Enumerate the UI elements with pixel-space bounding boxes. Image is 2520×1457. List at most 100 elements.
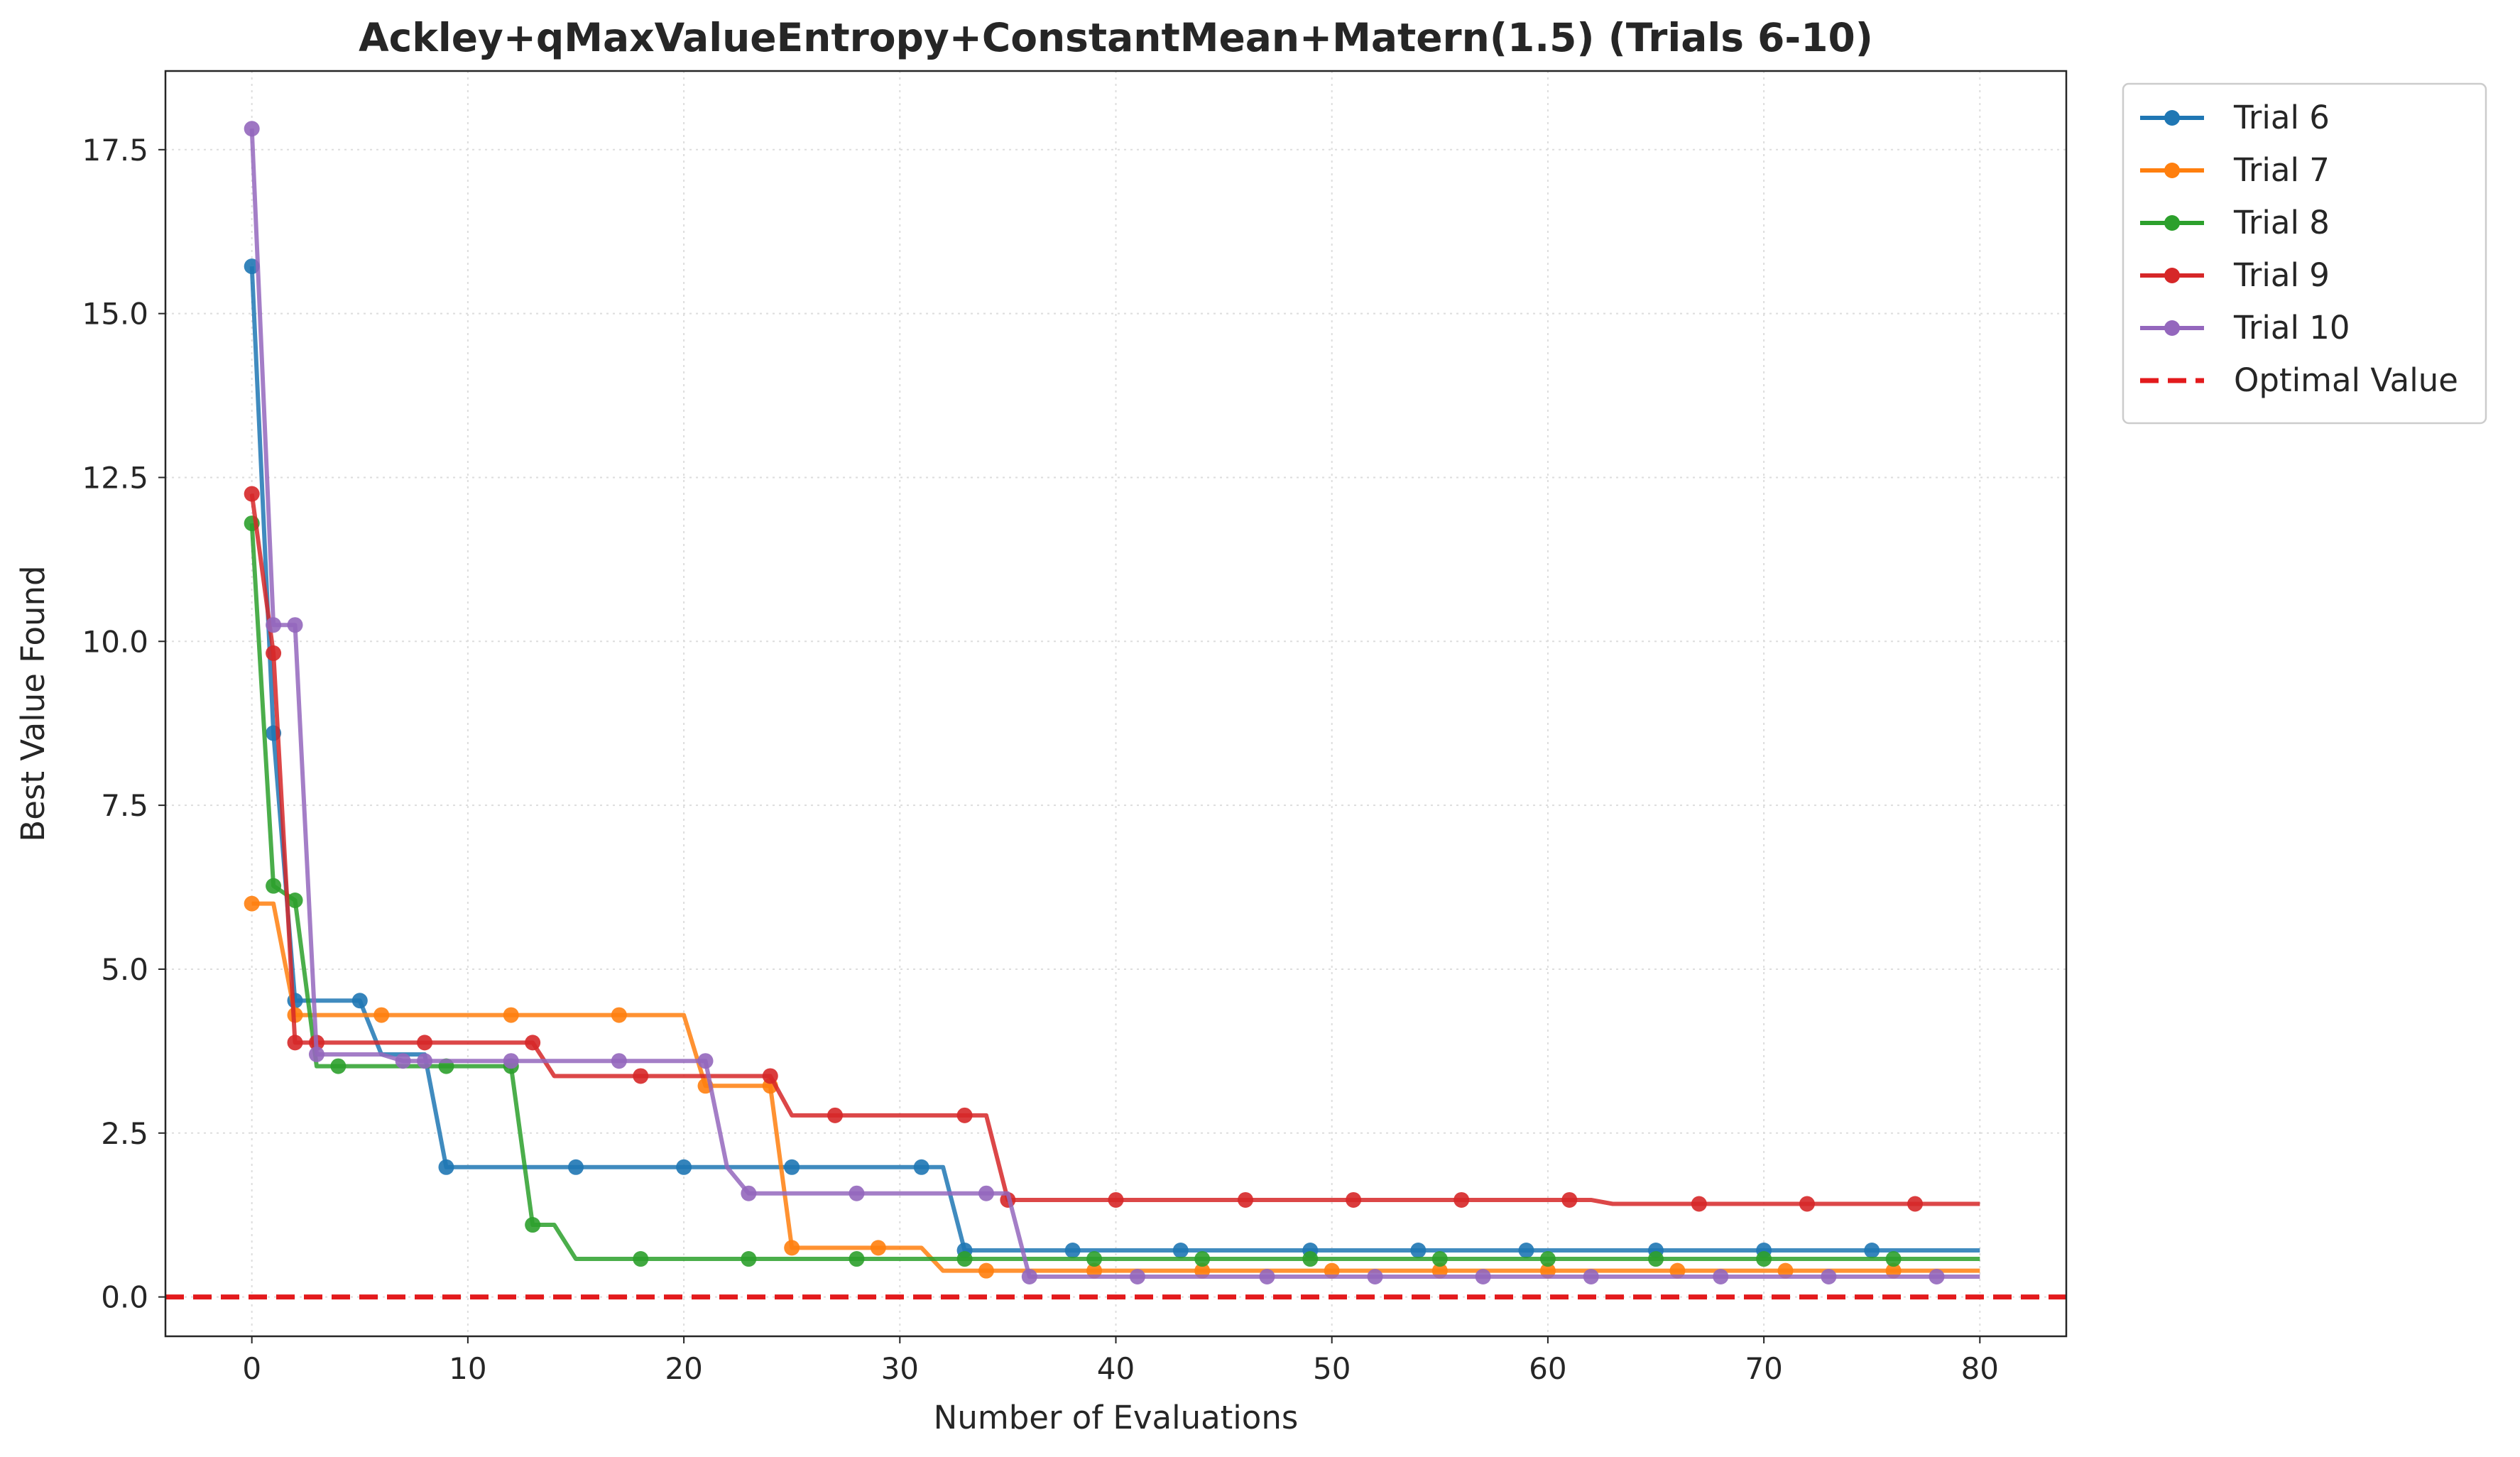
series-marker: [1129, 1268, 1145, 1284]
series-marker: [417, 1053, 433, 1069]
x-tick-label: 40: [1097, 1351, 1135, 1386]
series-marker: [1194, 1251, 1211, 1267]
series-marker: [978, 1185, 994, 1201]
series-marker: [827, 1107, 844, 1123]
series-marker: [1475, 1268, 1491, 1284]
x-tick-label: 80: [1961, 1351, 1999, 1386]
legend-item: Trial 7: [2140, 151, 2330, 189]
series-marker: [1929, 1268, 1945, 1284]
x-tick-label: 50: [1313, 1351, 1351, 1386]
y-tick-label: 2.5: [101, 1116, 148, 1151]
series-marker: [1756, 1251, 1772, 1267]
x-tick-label: 20: [665, 1351, 702, 1386]
series-marker: [1691, 1196, 1707, 1212]
series-marker: [438, 1159, 454, 1175]
series-marker: [762, 1068, 778, 1084]
series-10: [244, 121, 1980, 1284]
series-marker: [351, 993, 368, 1009]
series-marker: [266, 617, 282, 633]
series-marker: [417, 1035, 433, 1051]
series-marker: [244, 121, 260, 137]
x-tick-label: 60: [1529, 1351, 1566, 1386]
series-marker: [849, 1185, 865, 1201]
series-marker: [1367, 1268, 1383, 1284]
x-tick-label: 0: [242, 1351, 261, 1386]
y-tick-label: 10.0: [82, 624, 148, 659]
legend-label: Trial 7: [2233, 151, 2330, 189]
series-marker: [1259, 1268, 1275, 1284]
series-marker: [1648, 1251, 1664, 1267]
series-marker: [1346, 1191, 1362, 1208]
legend-item: Trial 6: [2140, 99, 2330, 136]
legend-marker: [2164, 215, 2180, 231]
series-9: [244, 486, 1980, 1212]
series-marker: [1172, 1243, 1189, 1259]
series-marker: [287, 1035, 303, 1051]
y-tick-label: 17.5: [82, 133, 148, 168]
series-marker: [1864, 1243, 1880, 1259]
series-marker: [1907, 1196, 1924, 1212]
series-marker: [676, 1159, 692, 1175]
series-marker: [849, 1251, 865, 1267]
series-marker: [1799, 1196, 1815, 1212]
series-marker: [1518, 1243, 1534, 1259]
legend: Trial 6 Trial 7 Trial 8 Trial 9 Trial 10 Opti…: [2122, 82, 2487, 425]
legend-marker: [2164, 268, 2180, 283]
series-marker: [1453, 1191, 1470, 1208]
y-tick-label: 15.0: [82, 297, 148, 332]
series-marker: [956, 1107, 973, 1123]
series-marker: [784, 1159, 800, 1175]
series-marker: [978, 1262, 994, 1279]
legend-item: Optimal Value: [2140, 361, 2458, 399]
legend-marker: [2164, 163, 2180, 178]
series-marker: [1108, 1191, 1124, 1208]
legend-label: Trial 6: [2233, 99, 2330, 136]
series-marker: [244, 895, 260, 912]
series-marker: [1302, 1251, 1319, 1267]
series-marker: [870, 1240, 886, 1256]
series-marker: [330, 1058, 347, 1074]
legend-box: [2122, 82, 2487, 425]
series-marker: [266, 878, 282, 894]
series-marker: [1885, 1251, 1902, 1267]
series-group: [244, 121, 1980, 1284]
series-marker: [913, 1159, 929, 1175]
chart-title: Ackley+qMaxValueEntropy+ConstantMean+Mat…: [359, 15, 1873, 60]
series-marker: [956, 1251, 973, 1267]
series-marker: [1238, 1191, 1254, 1208]
y-ticks: 0.0 2.5 5.0 7.5 10.0 12.5 15.0 17.5: [82, 133, 165, 1315]
series-marker: [1064, 1243, 1081, 1259]
series-marker: [1021, 1268, 1037, 1284]
legend-item: Trial 9: [2140, 256, 2330, 294]
series-marker: [1583, 1268, 1599, 1284]
series-marker: [287, 892, 303, 908]
series-marker: [308, 1046, 324, 1062]
legend-label: Trial 10: [2233, 309, 2350, 346]
series-marker: [633, 1251, 649, 1267]
series-marker: [633, 1068, 649, 1084]
series-marker: [525, 1217, 541, 1233]
series-marker: [373, 1007, 390, 1023]
series-marker: [287, 617, 303, 633]
x-axis-label: Number of Evaluations: [934, 1399, 1299, 1436]
y-tick-label: 5.0: [101, 952, 148, 987]
series-marker: [1713, 1268, 1729, 1284]
legend-label: Optimal Value: [2234, 361, 2458, 399]
series-marker: [741, 1251, 757, 1267]
series-marker: [395, 1053, 411, 1069]
x-tick-label: 10: [449, 1351, 486, 1386]
series-marker: [1539, 1251, 1556, 1267]
legend-marker: [2164, 110, 2180, 126]
series-marker: [503, 1053, 519, 1069]
series-marker: [1431, 1251, 1448, 1267]
y-tick-label: 0.0: [101, 1280, 148, 1315]
series-marker: [1410, 1243, 1427, 1259]
legend-label: Trial 9: [2233, 256, 2330, 294]
series-marker: [1086, 1251, 1103, 1267]
series-marker: [784, 1240, 800, 1256]
series-marker: [1821, 1268, 1837, 1284]
series-marker: [503, 1007, 519, 1023]
series-marker: [697, 1053, 714, 1069]
